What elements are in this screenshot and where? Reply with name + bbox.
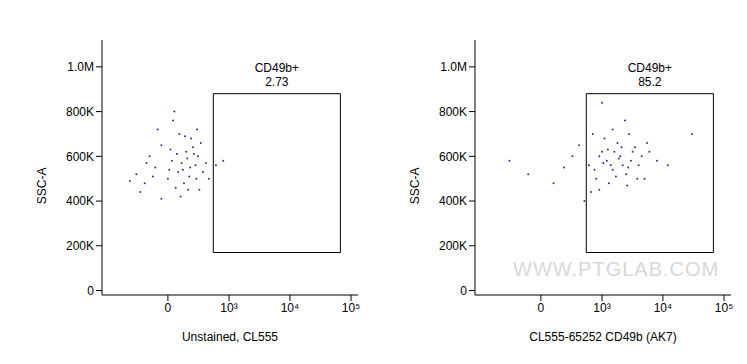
svg-text:200K: 200K: [66, 239, 94, 253]
svg-text:CD49b+2.73: CD49b+2.73: [255, 61, 299, 89]
svg-text:CL555-65252 CD49b (AK7): CL555-65252 CD49b (AK7): [529, 330, 676, 344]
svg-text:10⁴: 10⁴: [654, 301, 673, 315]
svg-text:0: 0: [538, 301, 545, 315]
svg-text:400K: 400K: [66, 194, 94, 208]
svg-text:0: 0: [165, 301, 172, 315]
svg-text:1.0M: 1.0M: [67, 60, 94, 74]
svg-text:600K: 600K: [439, 150, 467, 164]
svg-text:200K: 200K: [439, 239, 467, 253]
svg-text:Unstained, CL555: Unstained, CL555: [182, 330, 278, 344]
svg-text:600K: 600K: [66, 150, 94, 164]
svg-text:10⁴: 10⁴: [281, 301, 300, 315]
svg-text:0: 0: [87, 284, 94, 298]
html-text:WWW.PTGLAB.COM: WWW.PTGLAB.COM: [513, 258, 720, 280]
svg-text:0: 0: [460, 284, 467, 298]
svg-text:10³: 10³: [220, 301, 237, 315]
svg-text:SSC-A: SSC-A: [35, 168, 49, 205]
svg-text:1.0M: 1.0M: [440, 60, 467, 74]
svg-text:10⁵: 10⁵: [342, 301, 360, 315]
svg-text:10³: 10³: [593, 301, 610, 315]
svg-text:SSC-A: SSC-A: [408, 168, 422, 205]
svg-text:800K: 800K: [439, 105, 467, 119]
svg-text:400K: 400K: [439, 194, 467, 208]
svg-text:800K: 800K: [66, 105, 94, 119]
svg-text:CD49b+85.2: CD49b+85.2: [628, 61, 672, 89]
svg-text:10⁵: 10⁵: [715, 301, 733, 315]
